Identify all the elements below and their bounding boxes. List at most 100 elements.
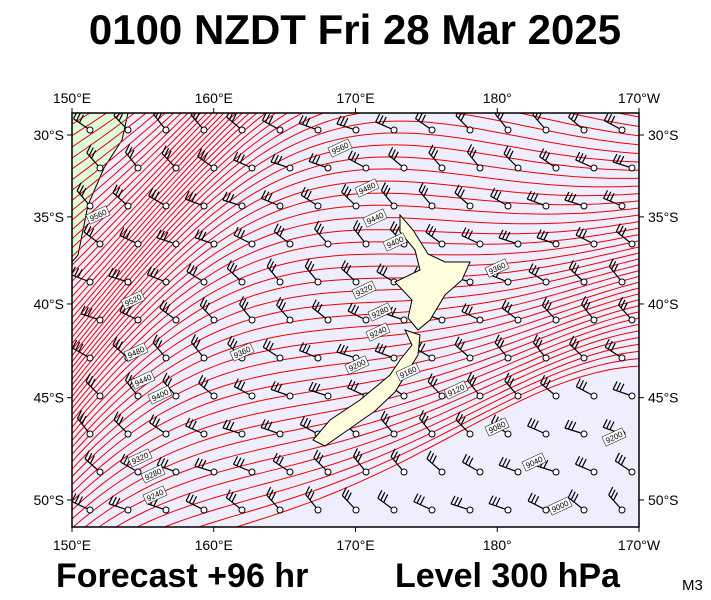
station — [124, 278, 132, 286]
contour-label-box — [85, 205, 111, 225]
barb-flag — [273, 223, 279, 232]
wind-barb — [156, 229, 180, 248]
contour-label-box — [382, 232, 408, 252]
station — [200, 202, 208, 210]
wind-barb — [84, 450, 104, 476]
barb-flag — [115, 113, 120, 119]
wind-barb — [503, 145, 522, 172]
wind-barb — [313, 449, 332, 476]
station — [400, 392, 408, 400]
wind-barb — [113, 113, 132, 134]
barb-flag — [236, 380, 243, 389]
wind-barb — [340, 260, 360, 286]
station — [324, 240, 332, 248]
wind-barb — [112, 184, 132, 210]
barb-flag — [162, 302, 168, 311]
barb-flag — [499, 339, 505, 349]
station — [618, 202, 626, 210]
wind-barb — [233, 378, 256, 400]
barb-flag — [571, 338, 577, 347]
lat-label-left: 50°S — [33, 492, 64, 508]
barb-flag — [277, 155, 283, 165]
barb-flag — [185, 492, 191, 502]
barb-flag — [416, 494, 422, 504]
barb-flag — [188, 419, 194, 428]
barb-flag — [423, 187, 429, 197]
barb-flag — [610, 489, 616, 499]
barb-flag — [229, 338, 235, 347]
barb-flag — [466, 372, 473, 381]
wind-barb — [273, 223, 294, 248]
barb-flag — [567, 192, 573, 202]
barb-flag — [225, 489, 231, 498]
contour-line — [72, 120, 639, 357]
barb-flag — [390, 149, 396, 158]
wind-barb — [146, 266, 170, 286]
lat-label-left: 35°S — [33, 209, 64, 225]
station — [428, 354, 436, 362]
barb-flag — [388, 146, 394, 156]
station — [590, 240, 598, 248]
contour-line — [84, 323, 639, 527]
barb-flag — [526, 190, 532, 200]
wind-barb — [612, 153, 636, 172]
contour-line — [163, 350, 639, 527]
barb-flag — [314, 301, 320, 311]
barb-flag — [381, 345, 387, 354]
barb-flag — [228, 113, 234, 120]
barb-flag — [118, 416, 124, 426]
barb-flag — [609, 192, 615, 202]
station — [542, 506, 550, 514]
wind-barb — [239, 296, 256, 324]
barb-flag — [575, 456, 581, 465]
barb-flag — [498, 229, 504, 239]
station — [438, 164, 446, 172]
barb-flag — [299, 416, 305, 425]
barb-flag — [81, 415, 87, 425]
station — [504, 126, 512, 134]
wind-barb — [276, 296, 294, 324]
barb-flag — [460, 113, 466, 122]
wind-barb — [308, 153, 332, 172]
barb-flag — [385, 416, 391, 425]
wind-barb — [575, 456, 598, 476]
wind-barb — [461, 227, 484, 248]
station — [162, 506, 170, 514]
station — [210, 164, 218, 172]
barb-flag — [159, 230, 165, 240]
wind-barb — [581, 296, 598, 324]
barb-flag — [78, 343, 84, 352]
barb-flag — [236, 228, 242, 237]
barb-flag — [504, 372, 510, 382]
barb-flag — [192, 267, 198, 276]
contour-line — [72, 113, 231, 283]
station — [172, 468, 180, 476]
lon-label-bottom: 170°E — [336, 537, 374, 553]
wind-barb — [226, 260, 246, 286]
station — [362, 316, 370, 324]
contour-label-box — [367, 302, 393, 322]
station — [466, 202, 474, 210]
barb-flag — [375, 113, 381, 123]
contour-line — [72, 270, 639, 463]
wind-barb — [498, 229, 522, 248]
contour-line — [72, 113, 214, 258]
barb-flag — [423, 415, 429, 425]
barb-flag — [268, 115, 274, 125]
lat-label-left: 40°S — [33, 296, 64, 312]
barb-flag — [622, 302, 628, 311]
barb-flag — [428, 225, 434, 235]
barb-flag — [347, 379, 353, 389]
contour-line — [72, 113, 237, 290]
barb-flag — [430, 375, 436, 385]
station — [96, 240, 104, 248]
wind-barb — [190, 334, 208, 362]
barb-flag — [191, 193, 197, 202]
barb-flag — [508, 150, 514, 160]
wind-barb — [298, 115, 322, 134]
station — [618, 126, 626, 134]
barb-flag — [429, 452, 435, 462]
barb-flag — [90, 378, 96, 388]
barb-flag — [76, 410, 83, 419]
barb-flag — [341, 183, 347, 193]
